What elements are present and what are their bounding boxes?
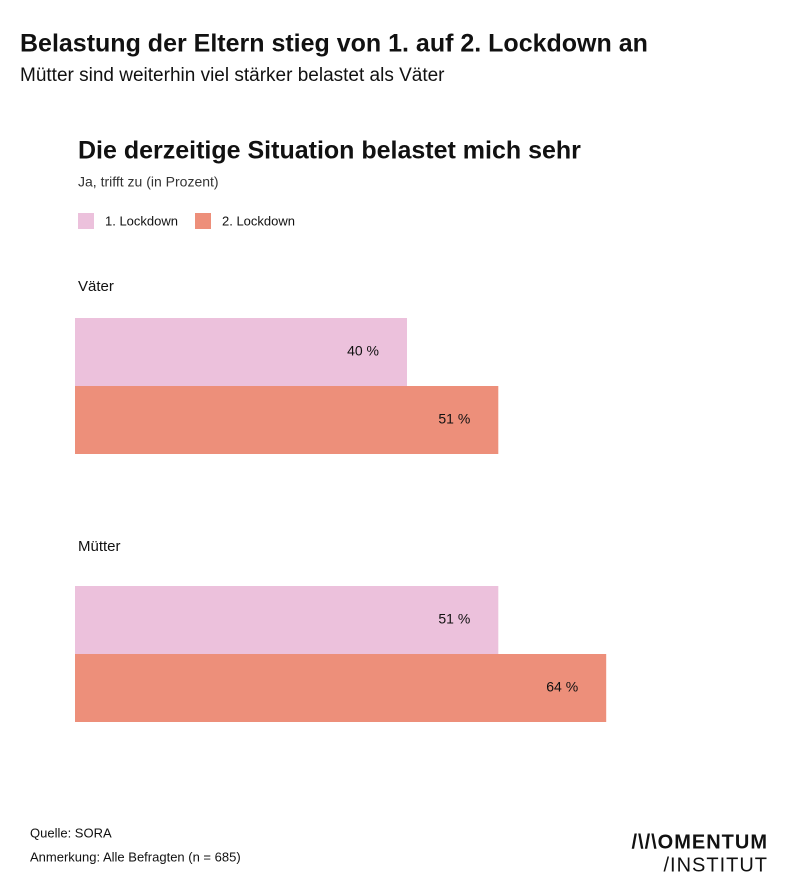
legend-swatch [195,213,211,229]
legend-swatch [78,213,94,229]
legend-label: 1. Lockdown [105,213,178,228]
value-label: 64 % [546,679,578,695]
bar [75,586,499,654]
chart-subtitle: Ja, trifft zu (in Prozent) [78,174,219,190]
value-label: 40 % [347,343,379,359]
bar [75,386,499,454]
category-label: Väter [78,278,114,295]
source: Quelle: SORA [30,825,112,840]
note: Anmerkung: Alle Befragten (n = 685) [30,849,241,864]
page-title: Belastung der Eltern stieg von 1. auf 2.… [20,30,648,58]
page-subtitle: Mütter sind weiterhin viel stärker belas… [20,65,445,86]
category-label: Mütter [78,538,121,555]
legend-label: 2. Lockdown [222,213,295,228]
value-label: 51 % [438,611,470,627]
bar [75,318,407,386]
chart-title: Die derzeitige Situation belastet mich s… [78,137,581,165]
logo: /INSTITUT [663,854,768,876]
value-label: 51 % [438,411,470,427]
bar [75,654,607,722]
logo: /\/\OMENTUM [631,831,768,853]
